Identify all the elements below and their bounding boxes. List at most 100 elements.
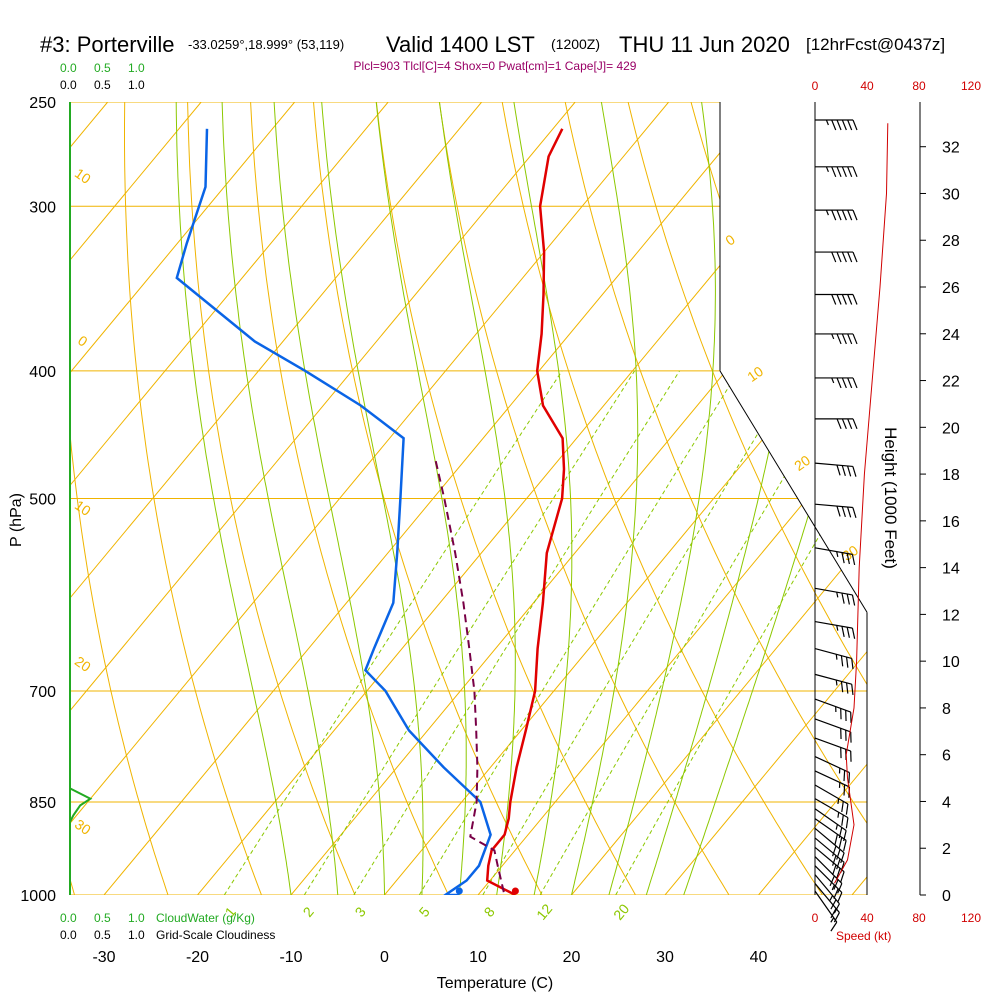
barb-feather xyxy=(841,418,847,430)
barb-staff xyxy=(814,837,845,863)
dry-adiabat-330 xyxy=(564,102,867,895)
parcel-line xyxy=(433,456,505,893)
dry-adiabat-label-e: 30 xyxy=(72,816,94,838)
height-label-30: 30 xyxy=(942,186,960,203)
barb-feather xyxy=(836,377,842,389)
isotherm--50 xyxy=(70,102,576,895)
moist-adiabat-24 xyxy=(608,102,716,895)
isotherm-30 xyxy=(664,102,867,895)
barb-feather xyxy=(837,883,843,894)
barb-feather xyxy=(847,377,853,389)
barb-feather xyxy=(838,837,843,848)
barb-half-feather xyxy=(831,377,835,384)
isotherm-label-20: 20 xyxy=(791,452,813,474)
barb-staff xyxy=(814,865,843,893)
dry-adiabat-340 xyxy=(627,102,867,895)
barb-half-feather xyxy=(825,209,829,216)
barb-feather xyxy=(847,209,853,221)
barb-feather xyxy=(840,681,844,693)
barb-feather xyxy=(843,784,846,796)
temp-label-10: 10 xyxy=(469,949,487,966)
surface-dewpoint-dot xyxy=(455,887,463,895)
mixing-ratio-label-2: 2 xyxy=(300,904,317,920)
moist-adiabat-20 xyxy=(571,102,639,895)
barb-half-feather xyxy=(836,625,839,631)
speed-top-label-80: 80 xyxy=(912,79,926,93)
barb-half-feather xyxy=(829,895,834,901)
barb-feather xyxy=(836,868,841,879)
barb-staff xyxy=(814,648,852,659)
barb-feather xyxy=(832,864,837,876)
barb-feather xyxy=(841,465,846,476)
barb-half-feather xyxy=(825,166,829,173)
barb-feather xyxy=(833,903,840,914)
barb-feather xyxy=(851,554,856,566)
moist-adiabat-0 xyxy=(273,102,385,895)
wind-barb-21 xyxy=(814,798,849,829)
mixing-ratio-12 xyxy=(539,370,848,895)
barb-staff xyxy=(814,827,845,854)
isotherm-50 xyxy=(851,102,867,895)
barb-staff xyxy=(814,462,853,468)
dry-adiabat-label-c: 10 xyxy=(72,497,94,519)
height-label-22: 22 xyxy=(942,374,960,391)
wind-barb-23 xyxy=(814,818,847,852)
wind-barb-10 xyxy=(814,547,856,566)
barb-feather xyxy=(852,418,858,430)
speed-top-label-40: 40 xyxy=(860,79,874,93)
wind-barb-12 xyxy=(814,620,856,639)
isotherm-label-0: 0 xyxy=(722,231,738,249)
barb-feather xyxy=(841,166,847,178)
dry-adiabat-320 xyxy=(501,102,823,895)
bottom-scale-green-0: 0.0 xyxy=(60,911,77,925)
isotherm--70 xyxy=(70,102,389,895)
barb-half-feather xyxy=(831,884,835,891)
temp-label--20: -20 xyxy=(186,949,209,966)
barb-feather xyxy=(846,506,852,518)
wind-barb-25 xyxy=(814,837,845,873)
barb-feather xyxy=(851,684,854,695)
barb-feather xyxy=(836,166,842,178)
speed-bottom-label-0: 0 xyxy=(812,911,819,925)
utc-time: (1200Z) xyxy=(551,36,600,52)
barb-feather xyxy=(831,209,837,221)
barb-staff xyxy=(814,547,853,555)
barb-half-feather xyxy=(835,680,838,686)
height-label-2: 2 xyxy=(942,841,951,858)
barb-feather xyxy=(831,251,837,263)
barb-staff xyxy=(814,874,840,905)
barb-staff xyxy=(814,818,847,841)
barb-staff xyxy=(814,755,850,774)
barb-feather xyxy=(836,464,841,476)
isotherm-20 xyxy=(571,102,867,895)
barb-feather xyxy=(840,852,845,864)
moist-adiabat--10 xyxy=(175,102,292,895)
temp-label-40: 40 xyxy=(750,949,768,966)
barb-feather xyxy=(830,908,837,919)
barb-feather xyxy=(841,552,845,564)
dry-adiabat-250 xyxy=(70,102,169,895)
height-label-28: 28 xyxy=(942,233,960,250)
frame-diagonal xyxy=(719,370,868,613)
barb-staff xyxy=(814,883,840,913)
height-label-16: 16 xyxy=(942,514,960,531)
barb-feather xyxy=(841,626,845,637)
wind-barb-0 xyxy=(815,119,858,131)
height-label-20: 20 xyxy=(942,420,960,437)
wind-barb-20 xyxy=(814,784,849,815)
barb-staff xyxy=(814,737,851,752)
barb-feather xyxy=(847,333,853,345)
barb-feather xyxy=(830,899,837,910)
dry-adiabat-label-b: 0 xyxy=(75,332,91,350)
barb-feather xyxy=(841,814,844,826)
barb-feather xyxy=(846,627,850,638)
dry-adiabat-280 xyxy=(250,102,449,895)
speed-bottom-label-120: 120 xyxy=(961,911,981,925)
barb-feather xyxy=(846,593,850,605)
barb-feather xyxy=(836,251,842,263)
barb-feather xyxy=(851,658,854,670)
barb-feather xyxy=(836,333,842,345)
barb-feather xyxy=(836,209,842,221)
barb-staff xyxy=(814,698,851,713)
barb-feather xyxy=(843,840,847,852)
